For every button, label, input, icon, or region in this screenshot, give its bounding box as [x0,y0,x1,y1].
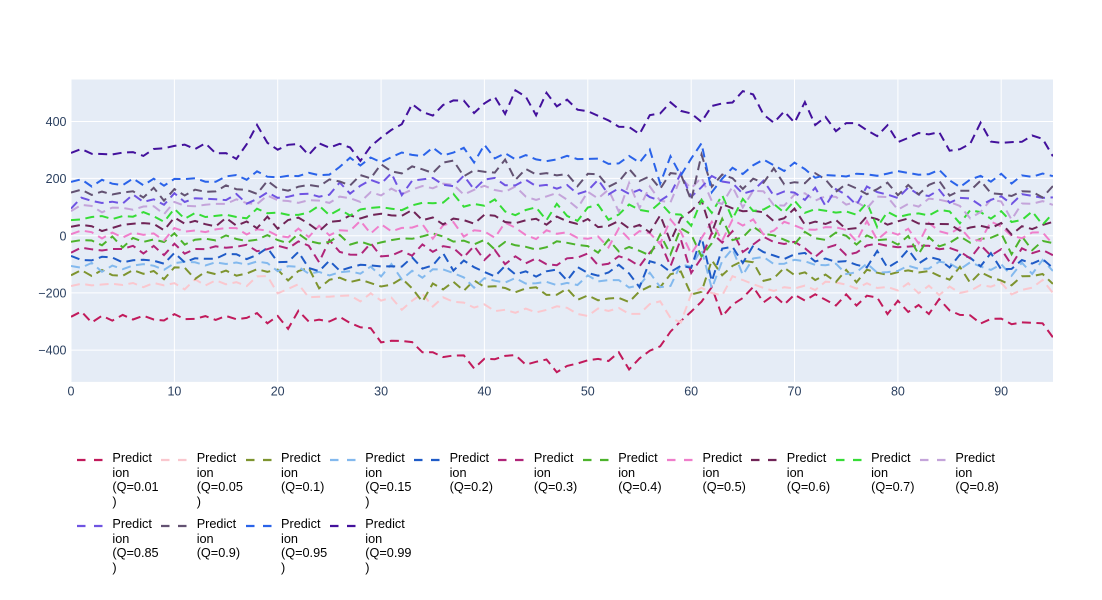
svg-text:200: 200 [46,172,67,186]
svg-text:90: 90 [994,385,1008,399]
svg-text:0: 0 [60,229,67,243]
svg-text:50: 50 [581,385,595,399]
svg-text:80: 80 [891,385,905,399]
svg-text:40: 40 [477,385,491,399]
svg-text:70: 70 [788,385,802,399]
svg-text:0: 0 [68,385,75,399]
svg-text:20: 20 [271,385,285,399]
svg-text:60: 60 [684,385,698,399]
svg-text:10: 10 [167,385,181,399]
svg-text:30: 30 [374,385,388,399]
svg-text:400: 400 [46,115,67,129]
svg-text:−200: −200 [38,287,66,301]
svg-text:−400: −400 [38,344,66,358]
